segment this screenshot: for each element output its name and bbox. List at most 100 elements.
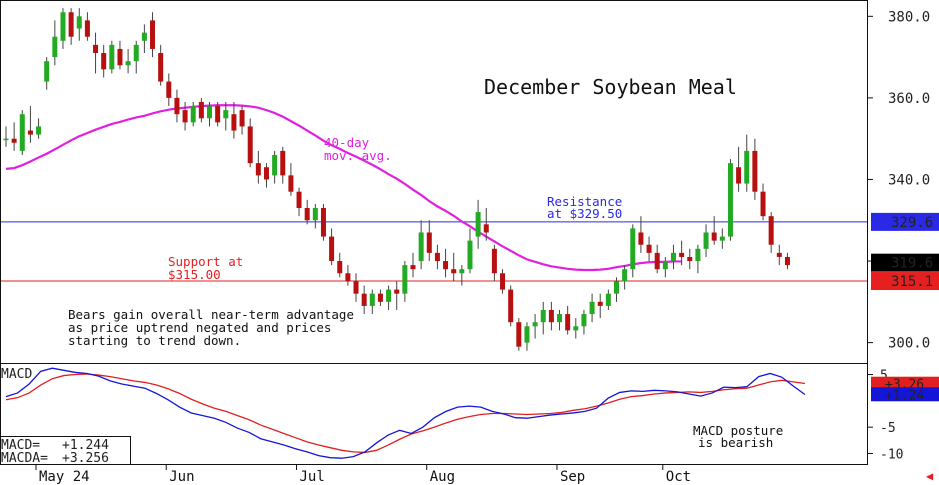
candle-body — [263, 167, 269, 180]
support-label-line-1: Support at — [168, 254, 243, 269]
candle-body — [166, 81, 172, 98]
candle-body — [353, 281, 359, 294]
macd-title: MACD — [1, 367, 32, 382]
candle-body — [394, 289, 400, 294]
candle-body — [288, 175, 294, 192]
moving-average-line — [5, 104, 682, 272]
candle-body — [784, 256, 790, 266]
candle-body — [361, 293, 367, 306]
candle-body — [247, 126, 253, 164]
candle-body — [60, 12, 66, 41]
candle-body — [670, 252, 676, 262]
macd-annotation-line-2: is bearish — [698, 435, 773, 450]
candle-body — [117, 48, 123, 66]
candle-body — [223, 110, 229, 119]
candle-body — [3, 138, 9, 141]
candle-body — [44, 61, 50, 82]
support-resistance-lines — [1, 221, 867, 282]
candle-body — [125, 61, 131, 66]
support-tag-box — [871, 272, 939, 291]
candle-body — [475, 212, 481, 237]
candle-body — [296, 191, 302, 209]
candle-body — [312, 208, 318, 221]
ma-label: 40-day mov. avg. — [324, 135, 392, 163]
candle-body — [638, 232, 644, 245]
candle-body — [255, 163, 261, 176]
candle-body — [605, 293, 611, 306]
candle-body — [548, 309, 554, 323]
candle-body — [614, 281, 619, 294]
support-label-line-2: $315.00 — [168, 267, 221, 282]
candle-body — [459, 269, 465, 274]
macd-panel-frame — [0, 363, 868, 465]
candle-body — [695, 248, 701, 262]
price-tags: 329.6 315.1 319.6 — [871, 212, 939, 291]
candle-body — [752, 150, 758, 192]
candle-body — [36, 126, 42, 135]
candle-body — [101, 53, 107, 70]
resistance-tag-box — [871, 212, 939, 231]
macd-tick-label: -10 — [880, 447, 903, 462]
candle-body — [418, 232, 424, 262]
candle-body — [573, 326, 579, 331]
candle-body — [727, 163, 733, 237]
resistance-label-line-2: at $329.50 — [547, 206, 622, 221]
candle-body — [19, 114, 25, 151]
macd-tick-label: -5 — [880, 421, 896, 436]
macd-axis: 5-5-10+3.26+1.24 — [867, 369, 939, 462]
candle-body — [76, 16, 82, 29]
candle-body — [597, 301, 603, 306]
commentary-line-2: as price uptrend negated and prices — [68, 320, 331, 335]
candle-body — [443, 261, 449, 270]
macd-line — [5, 367, 806, 459]
candle-body — [410, 265, 416, 270]
last-tag-label: 319.6 — [891, 256, 933, 272]
candle-body — [198, 101, 204, 119]
commentary-line-1: Bears gain overall near-term advantage — [68, 307, 354, 322]
candle-body — [337, 261, 343, 274]
candle-body — [68, 12, 74, 37]
candle-body — [532, 322, 538, 327]
candle-body — [589, 301, 595, 315]
date-tick-label: May 24 — [39, 469, 90, 485]
candle-body — [207, 106, 212, 119]
candle-body — [280, 150, 286, 176]
macd-annotation-line-1: MACD posture — [693, 423, 783, 438]
candle-body — [524, 326, 530, 343]
candle-body — [467, 240, 473, 270]
candle-body — [491, 248, 497, 274]
price-tick-label: 340.0 — [888, 172, 930, 188]
macd-readout-box — [0, 436, 131, 465]
candlesticks — [3, 8, 790, 351]
candle-body — [426, 232, 432, 253]
candle-body — [744, 150, 750, 184]
candle-body — [540, 309, 546, 323]
date-tick-label: Jun — [169, 469, 194, 485]
candle-body — [377, 293, 383, 302]
scroll-left-arrow-icon[interactable]: ◀ — [926, 469, 934, 483]
resistance-tag-label: 329.6 — [891, 215, 933, 231]
candle-body — [329, 236, 335, 262]
candle-body — [345, 273, 351, 282]
ma-label-line-1: 40-day — [324, 135, 370, 150]
candle-body — [736, 167, 742, 184]
candle-body — [141, 32, 147, 41]
date-axis: May 24 Jun Jul Aug Sep Oct — [35, 464, 691, 485]
candle-body — [93, 44, 99, 54]
candle-body — [174, 97, 180, 115]
candle-body — [27, 130, 33, 135]
price-tick-label: 360.0 — [888, 91, 930, 107]
candle-body — [760, 191, 766, 217]
commentary: Bears gain overall near-term advantage a… — [68, 307, 362, 348]
support-tag-label: 315.1 — [891, 274, 933, 290]
candle-body — [133, 44, 139, 62]
candle-body — [215, 106, 221, 123]
candle-body — [646, 244, 652, 253]
macd-tag-box — [871, 387, 939, 402]
candle-body — [630, 228, 636, 270]
candle-body — [52, 36, 58, 58]
candle-body — [239, 110, 245, 127]
candle-body — [516, 322, 522, 347]
